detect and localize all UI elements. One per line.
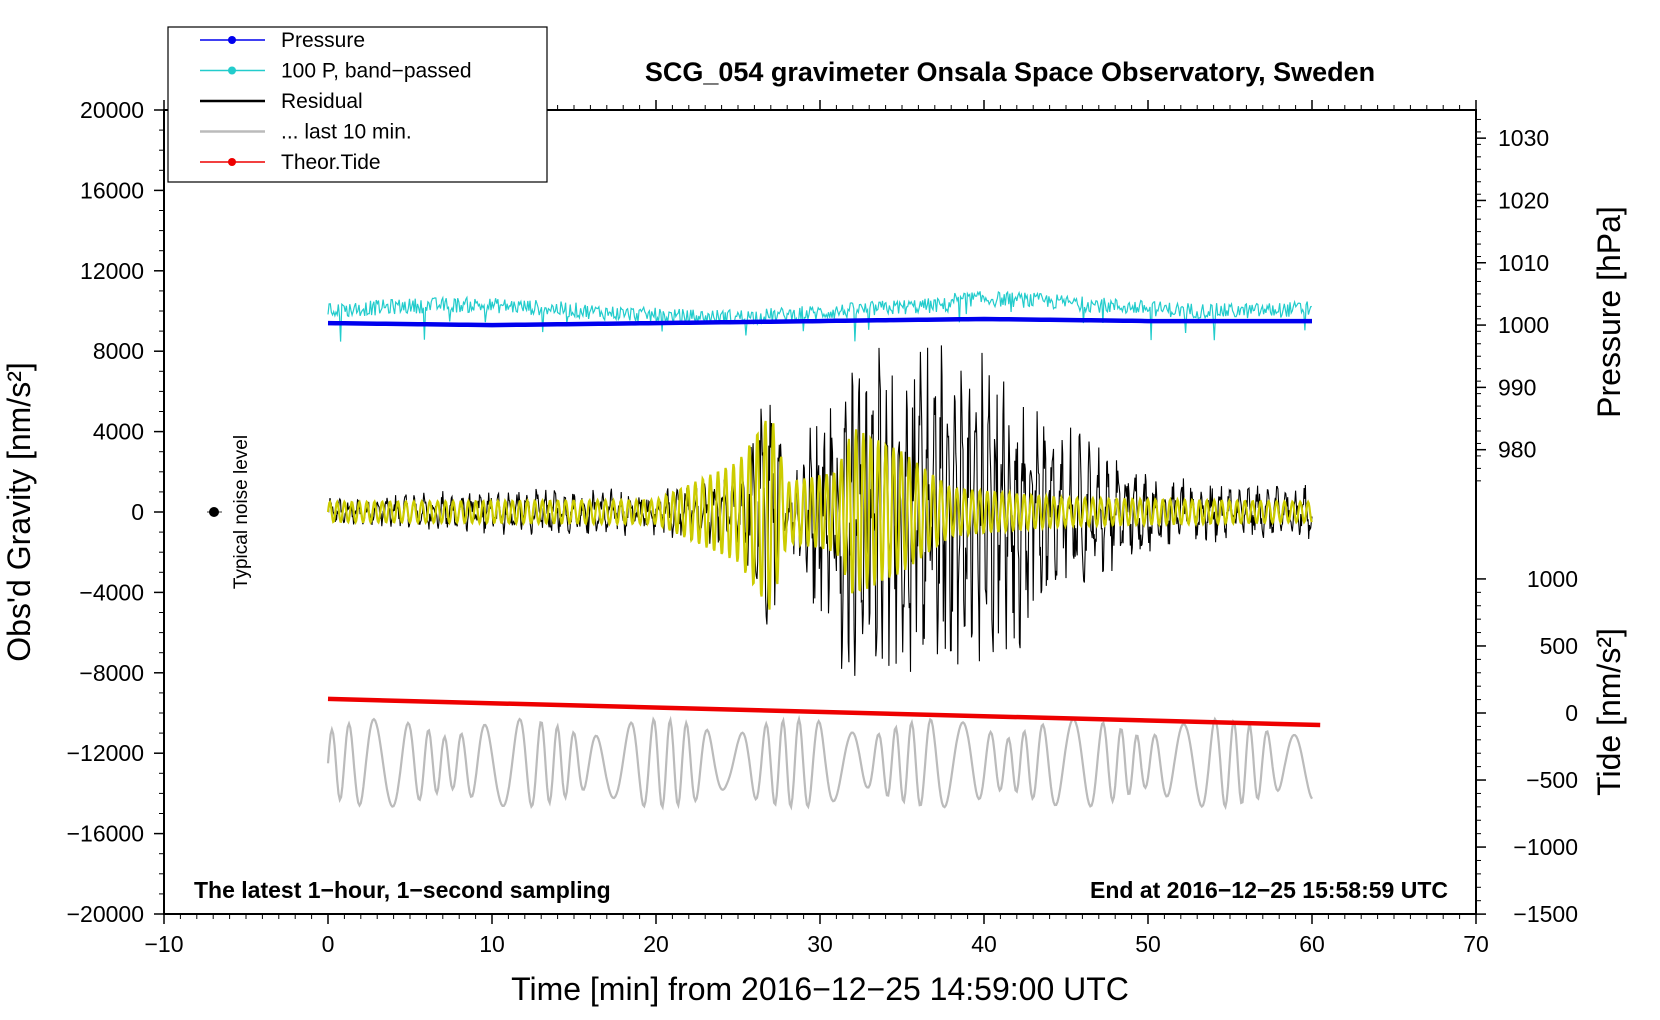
y-tick-label: 16000 bbox=[80, 177, 144, 203]
legend-label: Theor.Tide bbox=[281, 151, 381, 174]
x-tick-label: 10 bbox=[479, 931, 505, 957]
legend-marker bbox=[228, 66, 236, 75]
y-tick-label: 12000 bbox=[80, 258, 144, 284]
y-axis-left-label: Obs'd Gravity [nm/s²] bbox=[1, 362, 37, 662]
pressure-bandpassed-line bbox=[327, 290, 1312, 342]
x-tick-label: −10 bbox=[144, 931, 183, 957]
legend-label: 100 P, band−passed bbox=[281, 60, 472, 83]
legend-box bbox=[167, 26, 548, 183]
chart-title: SCG_054 gravimeter Onsala Space Observat… bbox=[645, 57, 1375, 87]
tide-tick-label: −1000 bbox=[1513, 834, 1578, 860]
noise-marker bbox=[207, 507, 222, 517]
tide-tick-label: −500 bbox=[1526, 767, 1578, 793]
tide-tick-label: −1500 bbox=[1513, 901, 1578, 927]
bandpassed-residual-line bbox=[326, 420, 1313, 610]
x-tick-label: 30 bbox=[807, 931, 833, 957]
annotation-left: The latest 1−hour, 1−second sampling bbox=[194, 877, 611, 903]
pressure-tick-label: 980 bbox=[1498, 437, 1536, 463]
y-tick-label: 8000 bbox=[93, 338, 144, 364]
noise-level-label: Typical noise level bbox=[231, 435, 252, 589]
x-tick-label: 70 bbox=[1463, 931, 1489, 957]
x-axis-label: Time [min] from 2016−12−25 14:59:00 UTC bbox=[511, 971, 1129, 1007]
grey-last-10-min-line bbox=[326, 714, 1313, 811]
x-tick-label: 60 bbox=[1299, 931, 1325, 957]
y-axis-tide-label: Tide [nm/s²] bbox=[1591, 628, 1627, 796]
x-tick-label: 40 bbox=[971, 931, 997, 957]
noise-marker-dot bbox=[209, 507, 219, 517]
legend: Pressure 100 P, band−passed Residual ... la… bbox=[167, 26, 548, 183]
y-tick-label: 0 bbox=[131, 499, 144, 525]
legend-label: Residual bbox=[281, 90, 363, 113]
theoretical-tide-line bbox=[327, 696, 1321, 728]
ticks-layer: −10 0 10 20 30 40 50 60 702000016000120008000400… bbox=[67, 97, 1578, 957]
pressure-line bbox=[327, 316, 1312, 328]
y-tick-label: 20000 bbox=[80, 97, 144, 123]
y-tick-label: −20000 bbox=[67, 901, 144, 927]
tide-tick-label: 1000 bbox=[1527, 566, 1578, 592]
x-tick-label: 20 bbox=[643, 931, 669, 957]
legend-label: Pressure bbox=[281, 29, 365, 52]
pressure-tick-label: 1010 bbox=[1498, 250, 1549, 276]
x-tick-label: 50 bbox=[1135, 931, 1161, 957]
legend-marker bbox=[228, 36, 236, 44]
annotation-right: End at 2016−12−25 15:58:59 UTC bbox=[1090, 877, 1448, 903]
y-tick-label: −8000 bbox=[79, 660, 144, 686]
y-tick-label: −12000 bbox=[67, 740, 144, 766]
y-tick-label: −4000 bbox=[79, 579, 144, 605]
pressure-tick-label: 1000 bbox=[1498, 312, 1549, 338]
pressure-tick-label: 990 bbox=[1498, 374, 1536, 400]
legend-items: Pressure 100 P, band−passed Residual ... la… bbox=[200, 29, 472, 174]
tide-tick-label: 0 bbox=[1565, 700, 1578, 726]
pressure-tick-label: 1020 bbox=[1498, 187, 1549, 213]
pressure-tick-label: 1030 bbox=[1498, 125, 1549, 151]
y-axis-pressure-label: Pressure [hPa] bbox=[1591, 206, 1627, 418]
x-tick-label: 0 bbox=[322, 931, 335, 957]
tide-tick-label: 500 bbox=[1540, 633, 1578, 659]
y-tick-label: 4000 bbox=[93, 419, 144, 445]
y-tick-label: −16000 bbox=[67, 821, 144, 847]
legend-label: ... last 10 min. bbox=[281, 121, 412, 144]
series-layer bbox=[326, 290, 1321, 811]
legend-marker bbox=[228, 158, 236, 166]
